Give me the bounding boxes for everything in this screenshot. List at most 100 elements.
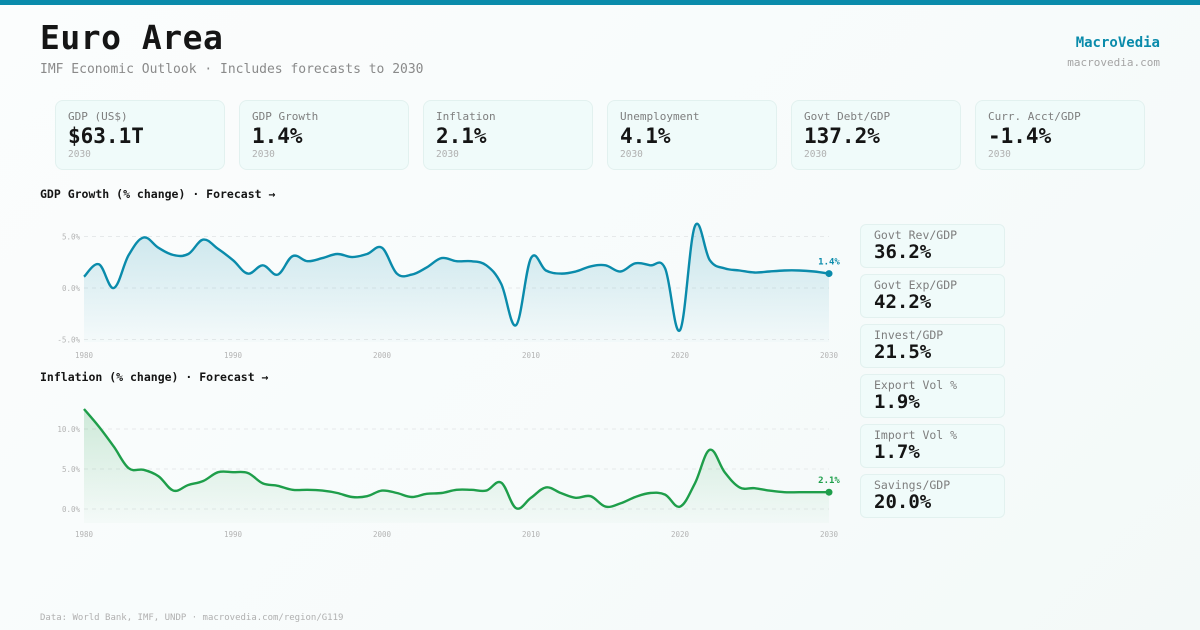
data-point-1998[interactable] (348, 493, 356, 501)
data-point-2023[interactable] (721, 264, 729, 272)
end-point-marker[interactable] (825, 270, 833, 278)
data-point-1992[interactable] (259, 479, 267, 487)
data-point-1986[interactable] (169, 251, 177, 259)
data-point-2026[interactable] (765, 268, 773, 276)
data-point-2011[interactable] (542, 266, 550, 274)
data-point-2005[interactable] (453, 486, 461, 494)
data-point-1990[interactable] (229, 468, 237, 476)
data-point-2001[interactable] (393, 270, 401, 278)
data-point-2013[interactable] (572, 268, 580, 276)
data-point-1985[interactable] (155, 244, 163, 252)
data-point-2012[interactable] (557, 270, 565, 278)
data-point-2009[interactable] (512, 321, 520, 329)
data-point-1998[interactable] (348, 253, 356, 261)
data-point-2001[interactable] (393, 489, 401, 497)
data-point-2022[interactable] (706, 446, 714, 454)
brand-logo[interactable]: MacroVedia (1075, 35, 1160, 51)
data-point-1987[interactable] (184, 481, 192, 489)
data-point-2024[interactable] (736, 483, 744, 491)
data-point-2012[interactable] (557, 489, 565, 497)
data-point-2004[interactable] (438, 254, 446, 262)
data-point-1981[interactable] (95, 260, 103, 268)
data-point-2019[interactable] (661, 491, 669, 499)
data-point-2029[interactable] (810, 488, 818, 496)
data-point-2002[interactable] (408, 271, 416, 279)
data-point-1986[interactable] (169, 487, 177, 495)
data-point-2008[interactable] (497, 479, 505, 487)
data-point-2003[interactable] (423, 490, 431, 498)
data-point-2004[interactable] (438, 489, 446, 497)
data-point-1992[interactable] (259, 261, 267, 269)
data-point-1997[interactable] (333, 489, 341, 497)
data-point-1994[interactable] (289, 486, 297, 494)
data-point-1984[interactable] (140, 234, 148, 242)
data-point-2024[interactable] (736, 266, 744, 274)
data-point-2000[interactable] (378, 244, 386, 252)
data-point-1989[interactable] (214, 468, 222, 476)
data-point-2011[interactable] (542, 483, 550, 491)
data-point-1980[interactable] (80, 273, 88, 281)
data-point-2015[interactable] (602, 503, 610, 511)
data-point-2027[interactable] (780, 488, 788, 496)
data-point-2008[interactable] (497, 280, 505, 288)
data-point-1993[interactable] (274, 271, 282, 279)
data-point-2007[interactable] (482, 487, 490, 495)
data-point-2019[interactable] (661, 264, 669, 272)
data-point-1985[interactable] (155, 472, 163, 480)
data-point-2009[interactable] (512, 504, 520, 512)
data-point-2010[interactable] (527, 494, 535, 502)
data-point-2006[interactable] (467, 486, 475, 494)
data-point-1993[interactable] (274, 482, 282, 490)
data-point-2010[interactable] (527, 254, 535, 262)
data-point-2000[interactable] (378, 487, 386, 495)
data-point-1982[interactable] (110, 443, 118, 451)
data-point-1999[interactable] (363, 250, 371, 258)
data-point-1983[interactable] (125, 464, 133, 472)
data-point-1995[interactable] (304, 486, 312, 494)
data-point-1984[interactable] (140, 466, 148, 474)
data-point-2021[interactable] (691, 222, 699, 230)
data-point-2017[interactable] (631, 259, 639, 267)
data-point-2025[interactable] (751, 484, 759, 492)
data-point-2020[interactable] (676, 503, 684, 511)
data-point-1996[interactable] (318, 487, 326, 495)
data-point-1991[interactable] (244, 469, 252, 477)
data-point-2014[interactable] (587, 492, 595, 500)
data-point-2026[interactable] (765, 487, 773, 495)
data-point-1983[interactable] (125, 251, 133, 259)
data-point-1996[interactable] (318, 254, 326, 262)
data-point-2002[interactable] (408, 493, 416, 501)
data-point-2029[interactable] (810, 268, 818, 276)
data-point-1990[interactable] (229, 256, 237, 264)
data-point-2006[interactable] (467, 257, 475, 265)
data-point-2015[interactable] (602, 261, 610, 269)
data-point-2013[interactable] (572, 494, 580, 502)
brand-url[interactable]: macrovedia.com (1067, 56, 1160, 69)
end-point-marker[interactable] (825, 488, 833, 496)
data-point-2028[interactable] (795, 266, 803, 274)
data-point-1995[interactable] (304, 257, 312, 265)
data-point-1997[interactable] (333, 250, 341, 258)
data-point-1981[interactable] (95, 423, 103, 431)
data-point-2014[interactable] (587, 262, 595, 270)
data-point-1988[interactable] (199, 477, 207, 485)
data-point-2017[interactable] (631, 493, 639, 501)
data-point-1994[interactable] (289, 252, 297, 260)
data-point-2022[interactable] (706, 256, 714, 264)
data-point-1999[interactable] (363, 492, 371, 500)
data-point-1982[interactable] (110, 284, 118, 292)
data-point-2018[interactable] (646, 261, 654, 269)
data-point-2016[interactable] (616, 268, 624, 276)
data-point-2028[interactable] (795, 488, 803, 496)
data-point-1988[interactable] (199, 236, 207, 244)
data-point-1980[interactable] (80, 405, 88, 413)
data-point-2025[interactable] (751, 269, 759, 277)
data-point-1987[interactable] (184, 250, 192, 258)
data-point-2003[interactable] (423, 263, 431, 271)
data-point-2018[interactable] (646, 489, 654, 497)
data-point-2021[interactable] (691, 479, 699, 487)
data-point-2016[interactable] (616, 499, 624, 507)
data-point-2027[interactable] (780, 266, 788, 274)
data-point-1989[interactable] (214, 245, 222, 253)
data-point-2005[interactable] (453, 257, 461, 265)
